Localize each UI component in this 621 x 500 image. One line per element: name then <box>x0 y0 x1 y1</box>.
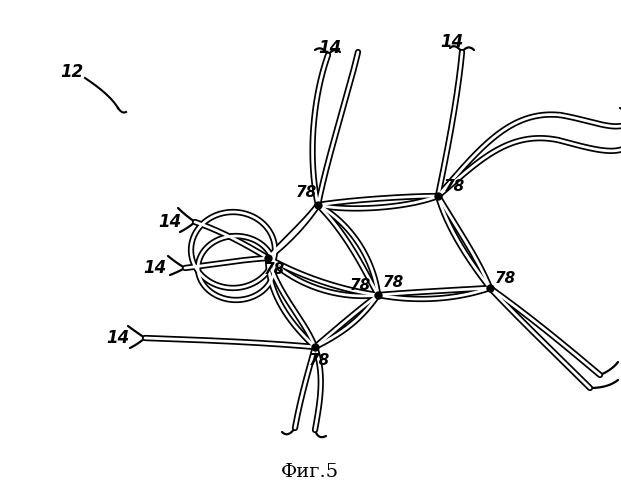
Text: 78: 78 <box>264 262 285 277</box>
Text: 14: 14 <box>319 39 342 57</box>
Text: 78: 78 <box>350 278 371 293</box>
Text: 78: 78 <box>296 185 317 200</box>
Text: 78: 78 <box>495 271 516 286</box>
Text: 14: 14 <box>158 213 181 231</box>
Text: Фиг.5: Фиг.5 <box>281 463 339 481</box>
Text: 14: 14 <box>440 33 464 51</box>
Text: 12: 12 <box>60 63 84 81</box>
Text: 78: 78 <box>383 275 404 290</box>
Text: 78: 78 <box>444 179 465 194</box>
Text: 14: 14 <box>143 259 166 277</box>
Text: 78: 78 <box>309 353 330 368</box>
Text: 14: 14 <box>106 329 130 347</box>
